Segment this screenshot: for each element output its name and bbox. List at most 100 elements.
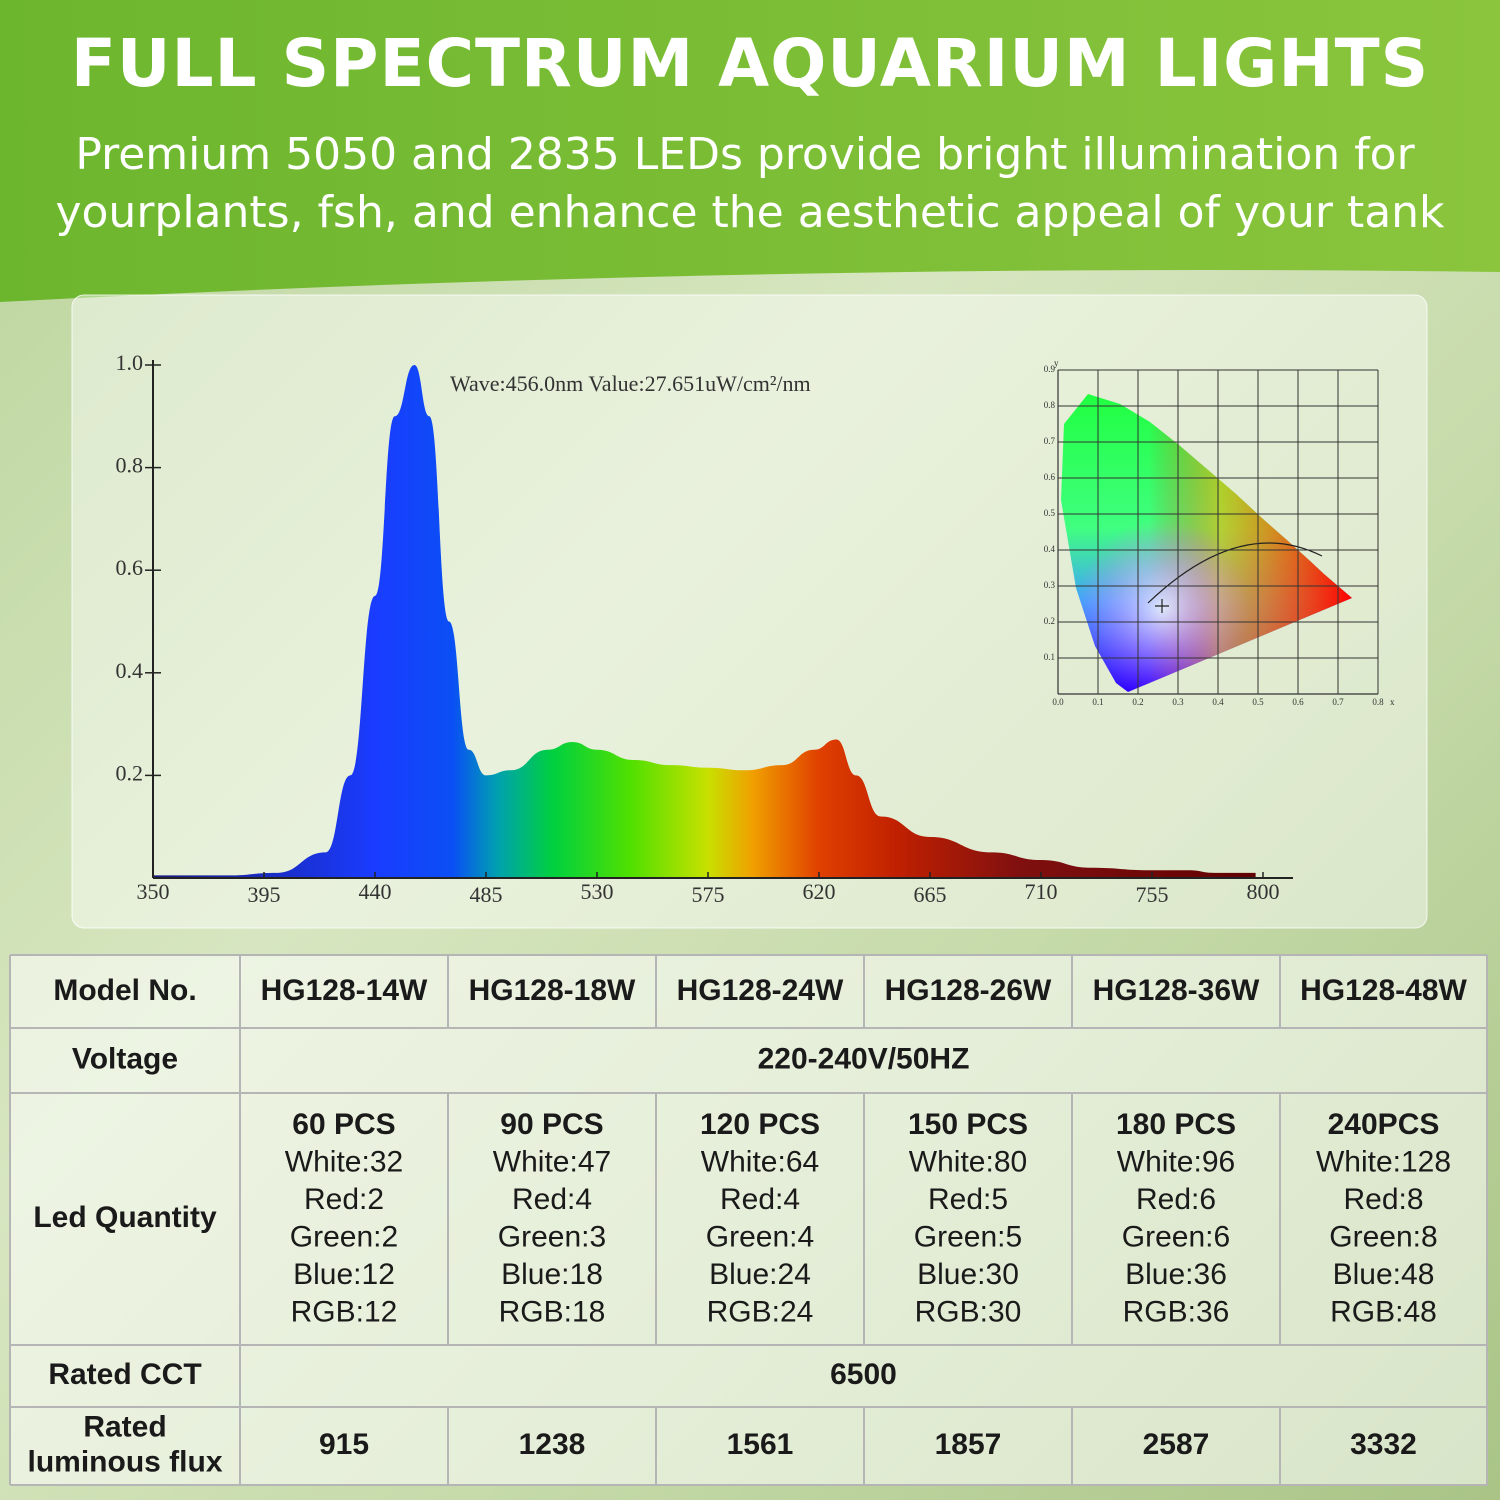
- cie-locus: [1057, 369, 1379, 694]
- x-tick-label: 530: [581, 879, 614, 904]
- cell-line: RGB:36: [1123, 1295, 1230, 1328]
- cell-line: Green:5: [914, 1220, 1022, 1253]
- cell-line: RGB:12: [291, 1295, 398, 1328]
- y-tick-label: 0.1: [1044, 652, 1055, 662]
- cell: 2587: [1143, 1428, 1210, 1461]
- cell-line: White:32: [285, 1145, 403, 1178]
- x-tick-label: 0.5: [1252, 697, 1264, 707]
- row-label: Led Quantity: [33, 1201, 217, 1234]
- table-bg: [10, 955, 1487, 1485]
- x-tick-label: 0.4: [1212, 697, 1224, 707]
- y-tick-label: 0.8: [116, 453, 144, 478]
- column-header: HG128-14W: [261, 974, 428, 1007]
- cie-shape-white: [1061, 394, 1352, 692]
- x-tick-label: 0.2: [1132, 697, 1143, 707]
- cell-line: Green:3: [498, 1220, 606, 1253]
- cell-line: Green:4: [706, 1220, 814, 1253]
- cell-line: Blue:24: [709, 1258, 811, 1291]
- title: FULL SPECTRUM AQUARIUM LIGHTS: [71, 25, 1429, 102]
- column-header: HG128-26W: [885, 974, 1052, 1007]
- cell-line: RGB:30: [915, 1295, 1022, 1328]
- column-header: HG128-36W: [1093, 974, 1260, 1007]
- y-tick-label: 0.4: [1044, 544, 1056, 554]
- cell: 1561: [727, 1428, 794, 1461]
- y-tick-label: 0.3: [1044, 580, 1056, 590]
- y-tick-label: 0.7: [1044, 436, 1056, 446]
- cell-line: Blue:12: [293, 1258, 395, 1291]
- x-tick-label: 620: [803, 879, 836, 904]
- x-tick-label: 485: [470, 882, 503, 907]
- row-label: Voltage: [72, 1042, 178, 1075]
- cell-line: RGB:18: [499, 1295, 606, 1328]
- y-axis-label: y: [1054, 358, 1059, 368]
- cell-line: Blue:36: [1125, 1258, 1227, 1291]
- row-label: Rated: [83, 1410, 166, 1443]
- y-tick-label: 1.0: [116, 350, 144, 375]
- y-tick-label: 0.9: [1044, 364, 1056, 374]
- x-tick-label: 0.0: [1052, 697, 1064, 707]
- cell-line: White:80: [909, 1145, 1027, 1178]
- cell-heading: 90 PCS: [500, 1108, 603, 1141]
- y-tick-label: 0.5: [1044, 508, 1056, 518]
- x-tick-label: 755: [1136, 882, 1169, 907]
- cell: 220-240V/50HZ: [758, 1042, 970, 1075]
- cell-line: Green:2: [290, 1220, 398, 1253]
- cell-line: Green:6: [1122, 1220, 1230, 1253]
- y-tick-label: 0.4: [116, 658, 144, 683]
- cell-heading: 180 PCS: [1116, 1108, 1236, 1141]
- cell: 3332: [1350, 1428, 1417, 1461]
- cell-line: White:128: [1316, 1145, 1451, 1178]
- row-label: luminous flux: [28, 1445, 223, 1478]
- x-tick-label: 665: [914, 882, 947, 907]
- cell: 6500: [830, 1358, 897, 1391]
- cell-line: RGB:48: [1330, 1295, 1437, 1328]
- subtitle: yourplants, fsh, and enhance the aesthet…: [55, 187, 1445, 238]
- y-tick-label: 0.6: [1044, 472, 1056, 482]
- cell-line: Red:6: [1136, 1183, 1216, 1216]
- x-tick-label: 0.7: [1332, 697, 1344, 707]
- cell-line: Red:2: [304, 1183, 384, 1216]
- cell-line: Green:8: [1329, 1220, 1437, 1253]
- column-header: HG128-18W: [469, 974, 636, 1007]
- cell-line: White:64: [701, 1145, 819, 1178]
- planck-locus: [1147, 542, 1323, 604]
- x-tick-label: 575: [692, 882, 725, 907]
- y-tick-label: 0.2: [1044, 616, 1055, 626]
- y-tick-label: 0.2: [116, 760, 144, 785]
- cell-heading: 120 PCS: [700, 1108, 820, 1141]
- x-tick-label: 0.1: [1092, 697, 1103, 707]
- x-axis-label: x: [1390, 697, 1395, 707]
- annotation: Wave:456.0nm Value:27.651uW/cm²/nm: [450, 371, 811, 396]
- cell: 1857: [935, 1428, 1002, 1461]
- x-tick-label: 800: [1247, 879, 1280, 904]
- cell: 915: [319, 1428, 369, 1461]
- cell-line: Blue:48: [1333, 1258, 1435, 1291]
- column-header: HG128-48W: [1300, 974, 1467, 1007]
- header-band: [0, 0, 1500, 302]
- spectrum-area: [153, 365, 1256, 878]
- x-tick-label: 0.8: [1372, 697, 1384, 707]
- x-tick-label: 0.6: [1292, 697, 1304, 707]
- cell-heading: 150 PCS: [908, 1108, 1028, 1141]
- cell-line: Blue:18: [501, 1258, 603, 1291]
- cell-heading: 240PCS: [1328, 1108, 1440, 1141]
- x-tick-label: 395: [248, 882, 281, 907]
- x-tick-label: 710: [1025, 879, 1058, 904]
- column-header: HG128-24W: [677, 974, 844, 1007]
- cell-line: RGB:24: [707, 1295, 814, 1328]
- subtitle: Premium 5050 and 2835 LEDs provide brigh…: [75, 129, 1415, 180]
- row-label: Rated CCT: [48, 1358, 201, 1391]
- y-tick-label: 0.6: [116, 555, 144, 580]
- cell-line: Red:5: [928, 1183, 1008, 1216]
- cell-line: Red:8: [1343, 1183, 1423, 1216]
- cell-line: White:96: [1117, 1145, 1235, 1178]
- cell-line: Red:4: [512, 1183, 592, 1216]
- y-tick-label: 0.8: [1044, 400, 1056, 410]
- cell: 1238: [519, 1428, 586, 1461]
- cell-line: White:47: [493, 1145, 611, 1178]
- x-tick-label: 350: [137, 879, 170, 904]
- cell-heading: 60 PCS: [292, 1108, 395, 1141]
- x-tick-label: 440: [359, 879, 392, 904]
- column-header: Model No.: [53, 974, 196, 1007]
